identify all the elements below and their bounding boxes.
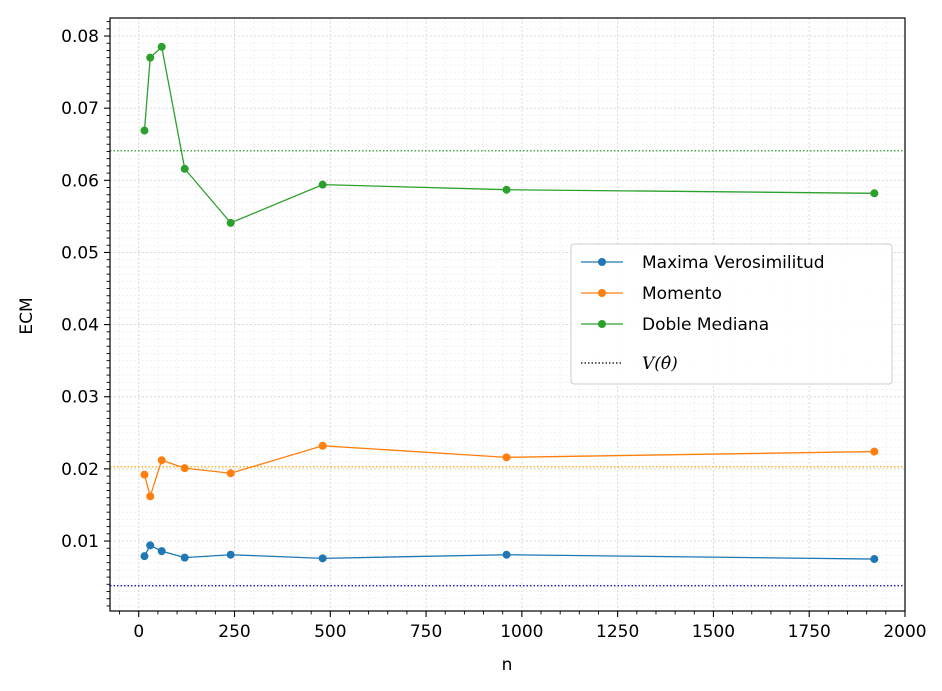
y-tick-label: 0.08 xyxy=(61,27,99,47)
data-point xyxy=(180,164,189,173)
legend-label: Doble Mediana xyxy=(642,315,769,335)
legend-marker xyxy=(598,320,606,328)
reference-lines xyxy=(110,150,905,587)
y-tick-label: 0.02 xyxy=(61,460,99,480)
data-point xyxy=(157,547,166,556)
y-tick-label: 0.05 xyxy=(61,243,99,263)
x-tick-label: 0 xyxy=(133,622,144,642)
data-point xyxy=(140,552,149,561)
y-tick-label: 0.03 xyxy=(61,388,99,408)
data-point xyxy=(502,453,511,462)
data-point xyxy=(318,441,327,450)
x-tick-label: 1250 xyxy=(596,622,639,642)
data-point xyxy=(180,464,189,473)
data-point xyxy=(180,553,189,562)
x-tick-label: 750 xyxy=(410,622,442,642)
data-point xyxy=(140,470,149,479)
x-tick-label: 1000 xyxy=(500,622,543,642)
legend: Maxima Verosimilitud Momento Doble Mediana… xyxy=(570,243,893,385)
data-point xyxy=(502,185,511,194)
data-point xyxy=(146,541,155,550)
series-layer xyxy=(140,42,879,564)
legend-box xyxy=(570,243,893,385)
plot-frame xyxy=(109,17,906,612)
data-point xyxy=(146,53,155,62)
x-tick-label: 1750 xyxy=(788,622,831,642)
legend-marker xyxy=(598,258,606,266)
x-tick-label: 500 xyxy=(314,622,346,642)
y-tick-label: 0.04 xyxy=(61,316,99,336)
legend-reference-label: V(θ̂) xyxy=(642,354,678,374)
x-tick-label: 250 xyxy=(218,622,250,642)
x-axis-label: n xyxy=(502,655,513,675)
y-axis-label: ECM xyxy=(17,297,37,334)
y-tick-label: 0.07 xyxy=(61,99,99,119)
data-point xyxy=(226,469,235,478)
series-line-1 xyxy=(143,445,875,499)
y-tick-label: 0.01 xyxy=(61,532,99,552)
data-point xyxy=(140,126,149,135)
data-point xyxy=(502,550,511,559)
legend-marker xyxy=(598,289,606,297)
data-point xyxy=(157,42,166,51)
x-tick-label: 1500 xyxy=(692,622,735,642)
x-tick-label: 2000 xyxy=(883,622,926,642)
data-point xyxy=(870,189,879,198)
data-point xyxy=(318,554,327,563)
legend-label: Momento xyxy=(642,284,722,304)
data-point xyxy=(870,555,879,564)
data-point xyxy=(146,492,155,501)
legend-label: Maxima Verosimilitud xyxy=(642,253,825,273)
axes: 0 250 500 750 1000 1250 1500 1750 2000 0.01 0.02 0.… xyxy=(61,17,927,642)
data-point xyxy=(157,456,166,465)
data-point xyxy=(226,550,235,559)
data-point xyxy=(318,180,327,189)
data-point xyxy=(226,218,235,227)
data-point xyxy=(870,447,879,456)
y-tick-label: 0.06 xyxy=(61,171,99,191)
